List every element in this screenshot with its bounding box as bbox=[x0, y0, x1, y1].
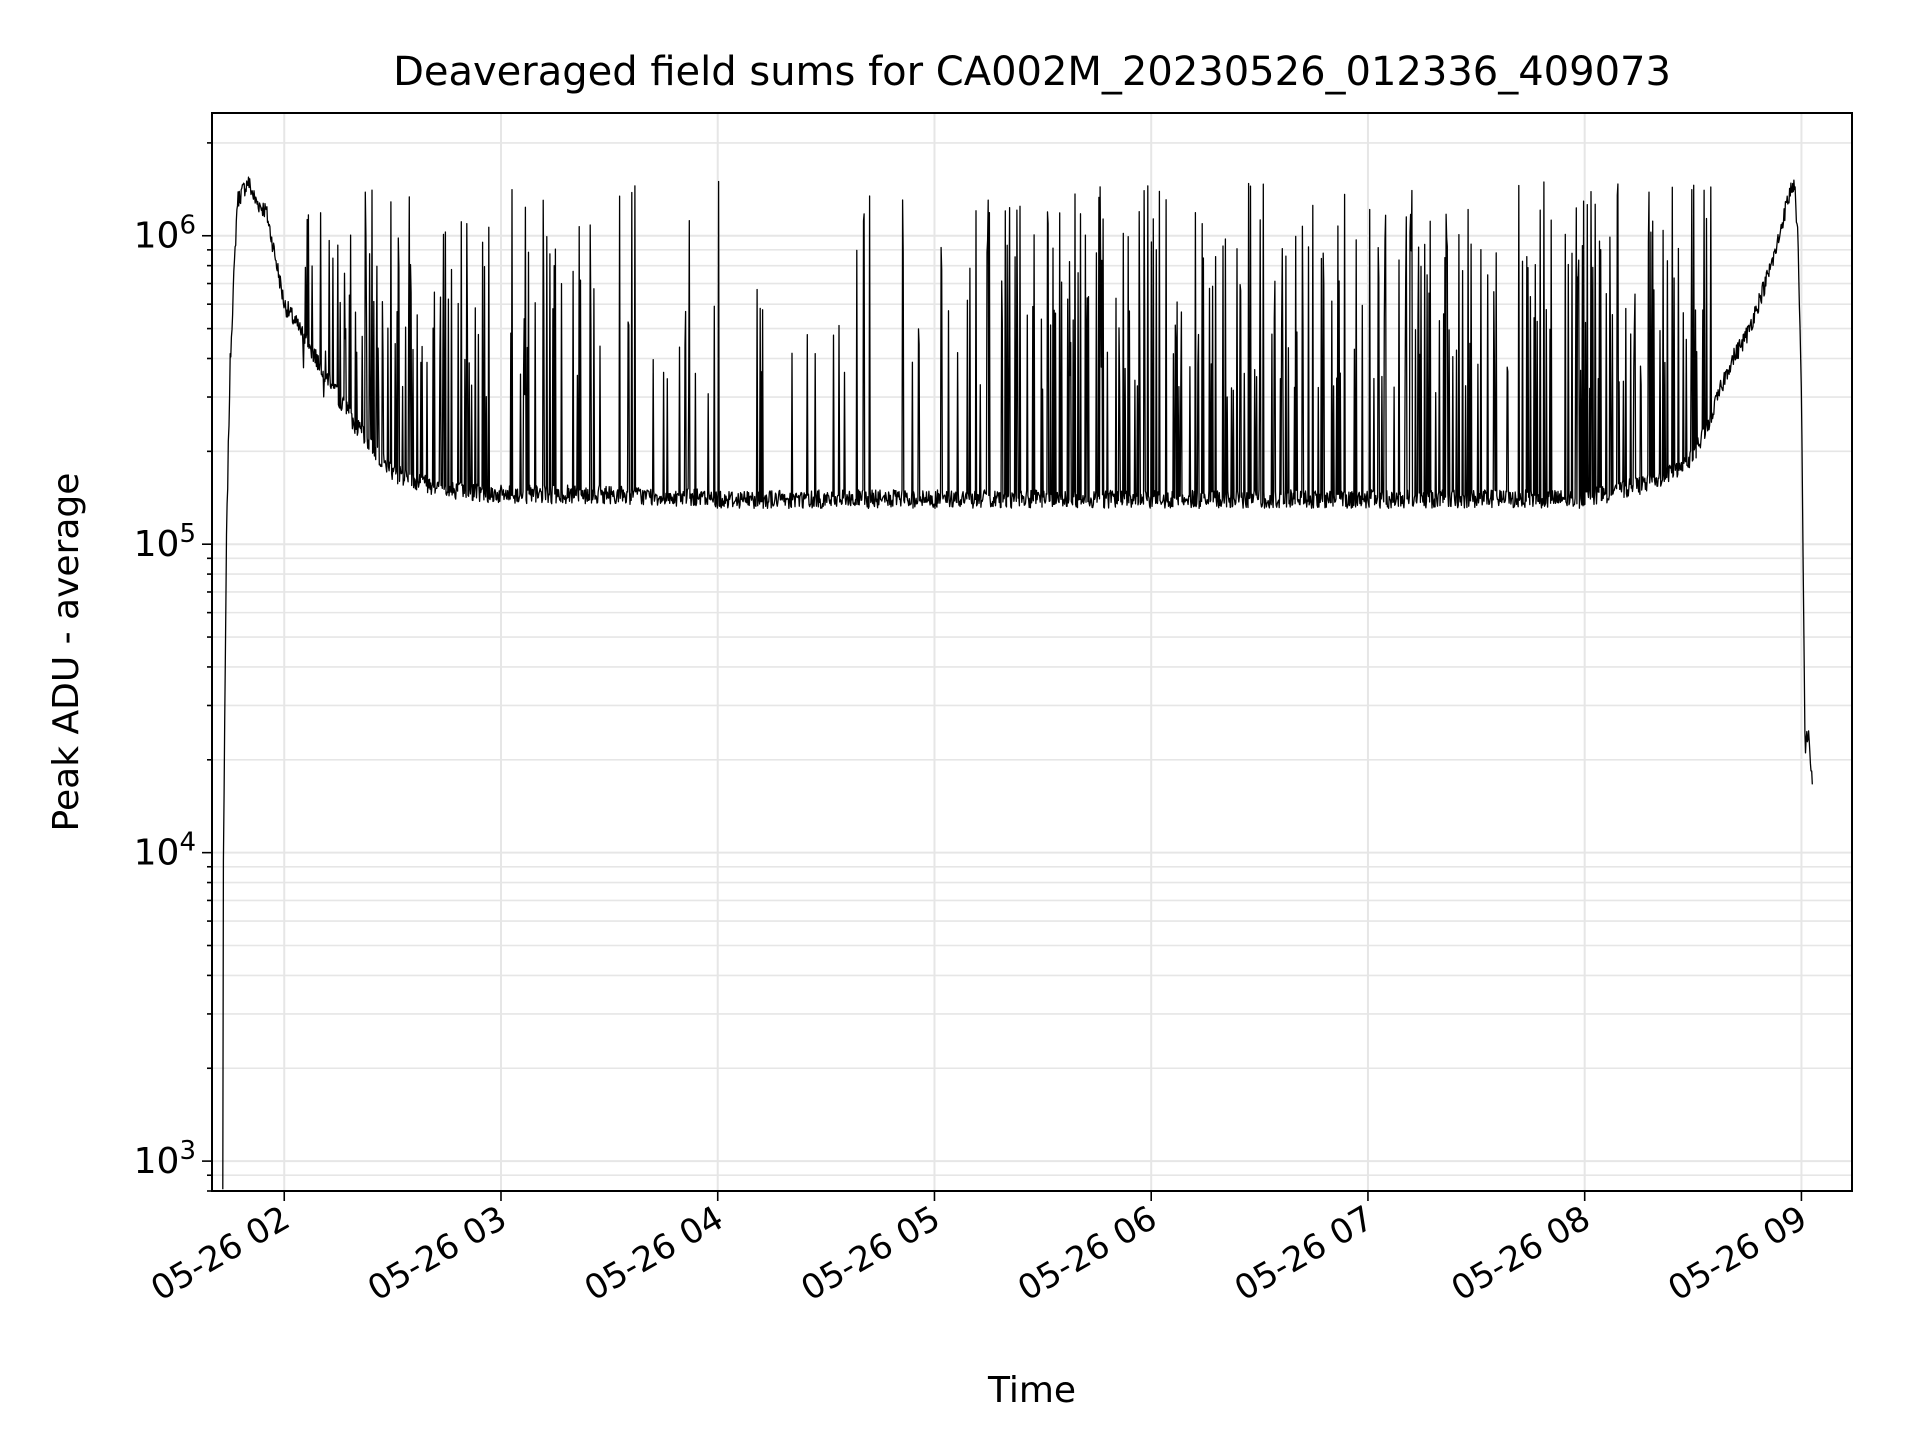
y-tick-label: 103 bbox=[134, 1136, 196, 1182]
y-tick-label: 104 bbox=[134, 828, 196, 874]
y-tick-label: 105 bbox=[134, 519, 196, 565]
x-tick-label: 05-26 02 bbox=[144, 1198, 296, 1309]
x-tick-label: 05-26 06 bbox=[1011, 1198, 1163, 1309]
x-tick-label: 05-26 04 bbox=[578, 1198, 730, 1309]
y-tick-labels: 103 104 105 106 bbox=[134, 211, 196, 1182]
x-tick-label: 05-26 05 bbox=[795, 1198, 947, 1309]
y-axis-label: Peak ADU - average bbox=[46, 473, 87, 832]
x-axis-label: Time bbox=[987, 1370, 1076, 1411]
x-tick-label: 05-26 09 bbox=[1662, 1198, 1814, 1309]
axis-ticks bbox=[202, 142, 1803, 1201]
data-series-line bbox=[222, 176, 1813, 1190]
y-tick-label: 106 bbox=[134, 211, 196, 257]
x-tick-label: 05-26 03 bbox=[361, 1198, 513, 1309]
x-tick-label: 05-26 07 bbox=[1228, 1198, 1380, 1309]
plot-frame bbox=[211, 112, 1853, 1192]
x-tick-label: 05-26 08 bbox=[1445, 1198, 1597, 1309]
grid-lines bbox=[212, 113, 1852, 1192]
x-tick-labels: 05-26 02 05-26 03 05-26 04 05-26 05 05-26 06… bbox=[144, 1198, 1814, 1309]
chart-title: Deaveraged field sums for CA002M_2023052… bbox=[393, 49, 1671, 95]
